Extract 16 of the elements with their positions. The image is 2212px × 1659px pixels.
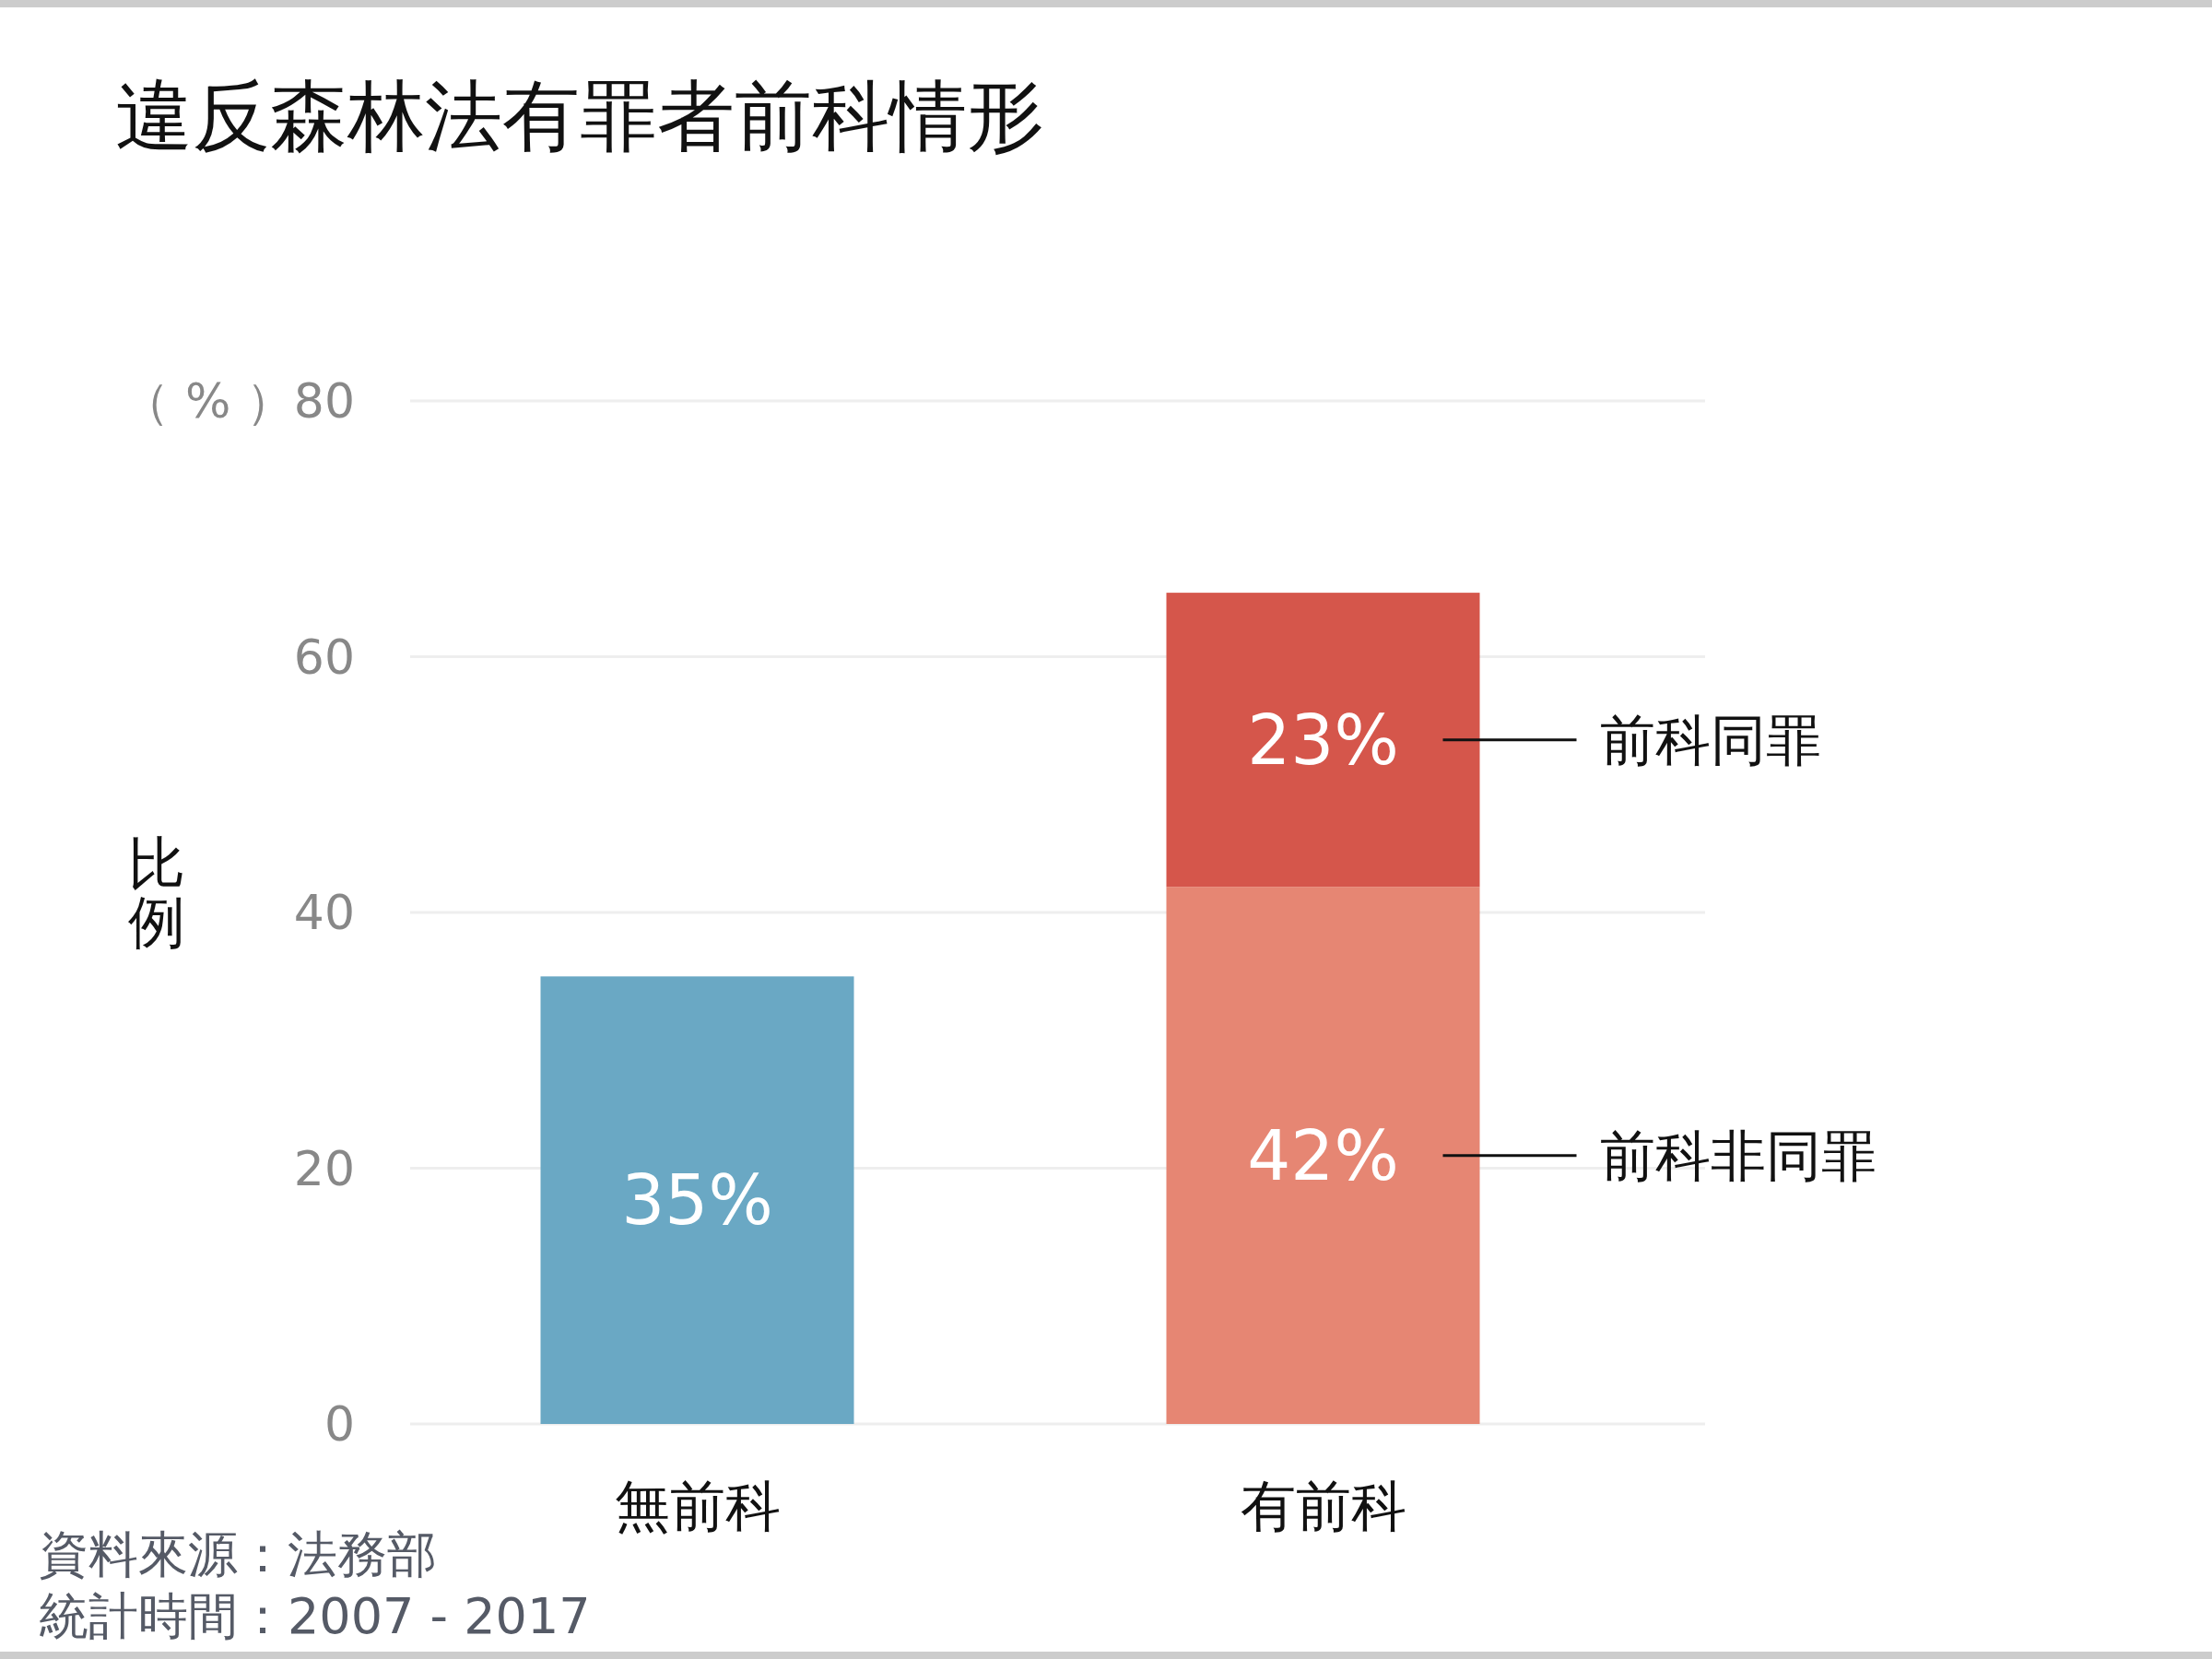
text: 統計時間：2007 - 2017 bbox=[39, 1587, 591, 1645]
text: 前科同罪 bbox=[1599, 707, 1821, 772]
y-tick-label: （ % ）80 bbox=[122, 373, 355, 429]
y-tick-label: 20 bbox=[293, 1140, 355, 1196]
y-tick-label: 60 bbox=[293, 629, 355, 685]
chart-title: 違反森林法有罪者前科情形 bbox=[115, 71, 1044, 161]
y-tick-label: 40 bbox=[293, 885, 355, 940]
y-tick-label: 0 bbox=[324, 1396, 355, 1452]
x-tick-label: 無前科 bbox=[614, 1474, 781, 1538]
data-label: 42% bbox=[1247, 1115, 1399, 1195]
source-note: 資料來源：法務部 bbox=[39, 1525, 437, 1583]
y-axis-title: 比例 bbox=[128, 830, 185, 956]
text: 前科非同罪 bbox=[1599, 1123, 1877, 1188]
data-label: 23% bbox=[1247, 700, 1399, 780]
data-label: 35% bbox=[621, 1160, 773, 1241]
x-tick-label: 有前科 bbox=[1240, 1474, 1406, 1538]
